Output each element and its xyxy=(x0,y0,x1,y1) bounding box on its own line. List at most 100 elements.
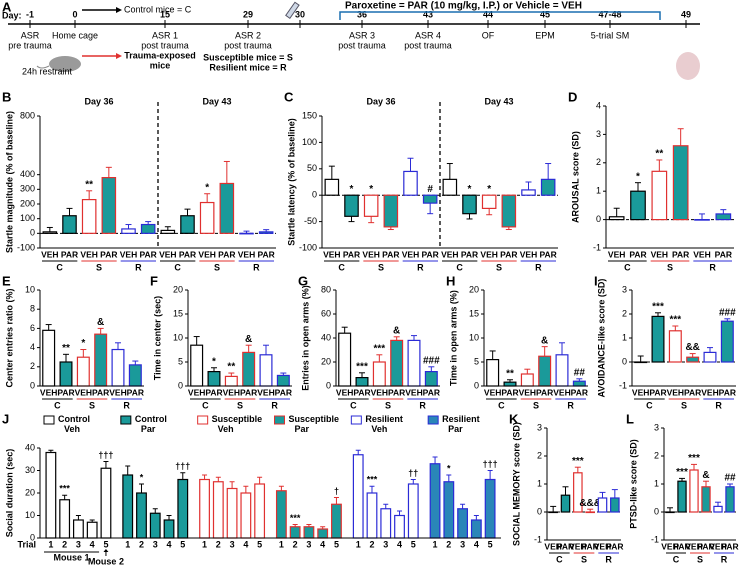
x-tick-label: VEH xyxy=(484,387,501,397)
significance: *** xyxy=(688,453,700,464)
bar xyxy=(240,492,252,539)
x-tick-label: VEH xyxy=(701,387,718,397)
bar xyxy=(597,497,608,513)
group-label: C xyxy=(54,400,61,410)
group-label: S xyxy=(533,400,539,410)
bar xyxy=(355,377,369,387)
significance: ††† xyxy=(483,459,498,469)
trial-label: Trial xyxy=(17,539,36,549)
y-tick-label: 30 xyxy=(25,465,35,475)
legend-label: Control Veh xyxy=(58,414,90,434)
bar xyxy=(486,359,500,387)
day-number: 45 xyxy=(540,9,550,19)
bar xyxy=(407,339,421,387)
panel-letter: D xyxy=(568,89,577,104)
y-tick-label: 20 xyxy=(321,356,331,366)
x-tick-label: 1 xyxy=(202,539,207,549)
x-tick-label: PAR xyxy=(536,387,553,397)
bar xyxy=(86,521,98,539)
day-note: post trauma xyxy=(338,40,386,50)
bar xyxy=(45,451,57,539)
bar xyxy=(212,481,224,539)
bar xyxy=(352,454,364,539)
x-tick-label: VEH xyxy=(709,541,726,551)
y-tick-label: 0 xyxy=(312,190,317,200)
treatment: Paroxetine = PAR (10 mg/kg, I.P.) or Veh… xyxy=(345,1,582,12)
x-tick-label: PAR xyxy=(500,249,517,259)
panel-letter: J xyxy=(2,411,9,426)
x-tick-label: PAR xyxy=(382,249,399,259)
y-tick-label: 40 xyxy=(321,332,331,342)
x-tick-label: VEH xyxy=(120,249,137,259)
x-tick-label: 4 xyxy=(167,539,172,549)
group-label: R xyxy=(709,262,716,272)
bar xyxy=(275,490,287,539)
day-note: 5-trial SM xyxy=(591,30,630,40)
significance: ** xyxy=(227,362,235,373)
bar xyxy=(190,344,204,387)
y-tick-label: -50 xyxy=(304,216,317,226)
bar xyxy=(289,526,301,539)
y-tick-label: 2 xyxy=(654,450,659,460)
group-label: C xyxy=(646,400,653,410)
bar xyxy=(422,194,438,204)
x-tick-label: PAR xyxy=(100,249,117,259)
significance: ## xyxy=(724,473,736,484)
y-tick-label: 800 xyxy=(20,110,35,120)
bar xyxy=(259,354,273,387)
group-label: R xyxy=(721,554,728,564)
x-tick-label: PAR xyxy=(388,387,405,397)
day-label: Day: xyxy=(2,10,22,20)
legend-swatch xyxy=(274,415,285,425)
bar xyxy=(160,229,176,234)
group-label: S xyxy=(667,262,673,272)
x-tick-label: PAR xyxy=(606,541,623,551)
group-label: S xyxy=(96,262,102,272)
y-tick-label: 10 xyxy=(25,284,35,294)
y-tick-label: -1 xyxy=(619,380,627,390)
day-number: 47-48 xyxy=(598,9,621,19)
group-label: S xyxy=(378,262,384,272)
significance: &&& xyxy=(579,498,601,509)
bar xyxy=(317,528,329,539)
day-number: 30 xyxy=(295,9,305,19)
y-tick-label: 2 xyxy=(30,361,35,371)
y-axis-label: SOCIAL MEMORY score (SD) xyxy=(511,422,521,546)
bar xyxy=(94,333,108,387)
group-label: C xyxy=(498,400,505,410)
bar xyxy=(665,511,675,514)
bar xyxy=(585,511,595,514)
mouse1-label: Mouse 1 xyxy=(54,552,90,562)
day-number: -1 xyxy=(26,9,34,19)
bar xyxy=(424,371,438,387)
bar xyxy=(720,320,734,363)
y-axis-label: Time in open arms (%) xyxy=(448,290,458,386)
bar xyxy=(548,511,558,514)
bar xyxy=(694,219,710,221)
bar xyxy=(276,374,290,387)
y-axis-label: Center entries ratio (%) xyxy=(4,288,14,387)
day-note: ASR 2 xyxy=(235,30,261,40)
group-label: C xyxy=(673,554,680,564)
x-tick-label: VEH xyxy=(441,249,458,259)
y-tick-label: -1 xyxy=(651,534,659,544)
significance: *** xyxy=(356,361,368,372)
group-label: R xyxy=(605,554,612,564)
group-label: C xyxy=(56,262,63,272)
bar xyxy=(538,355,552,387)
bar xyxy=(42,231,58,234)
syringe-icon xyxy=(285,1,300,19)
x-tick-label: PAR xyxy=(57,387,74,397)
x-tick-label: PAR xyxy=(571,387,588,397)
x-tick-label: VEH xyxy=(667,387,684,397)
bar xyxy=(608,216,625,221)
mouse-icon xyxy=(49,56,81,72)
group-label: S xyxy=(681,400,687,410)
y-tick-label: 5 xyxy=(474,356,479,366)
bar xyxy=(572,380,586,387)
y-tick-label: 1 xyxy=(654,478,659,488)
x-tick-label: 5 xyxy=(488,539,493,549)
y-tick-label: 0 xyxy=(474,380,479,390)
x-tick-label: VEH xyxy=(480,249,497,259)
